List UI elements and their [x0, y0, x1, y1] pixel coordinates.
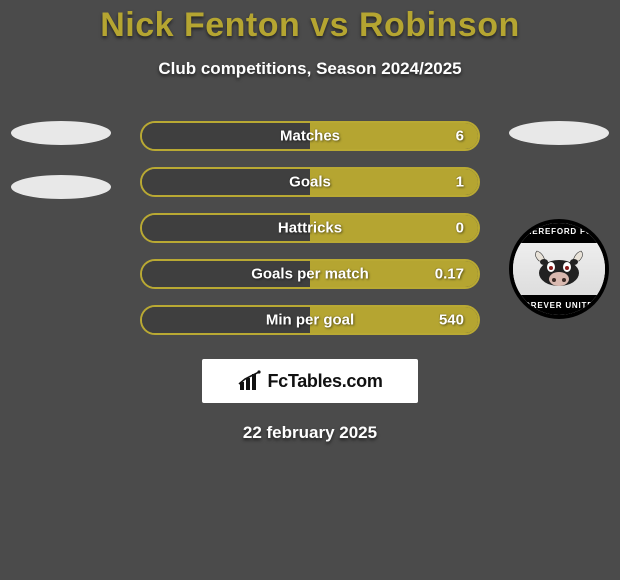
player-right-placeholder-1 — [509, 121, 609, 145]
stat-bars: Matches 6 Goals 1 Hattricks 0 Goals per … — [140, 121, 480, 335]
stat-row-hattricks: Hattricks 0 — [140, 213, 480, 243]
stat-value-right: 1 — [456, 174, 464, 191]
stat-value-right: 0.17 — [435, 266, 464, 283]
bar-left — [142, 169, 310, 195]
bar-right — [310, 169, 478, 195]
stat-row-matches: Matches 6 — [140, 121, 480, 151]
bull-icon — [529, 249, 589, 289]
stat-label: Min per goal — [266, 312, 354, 329]
stat-label: Goals — [289, 174, 331, 191]
bar-chart-icon — [237, 370, 263, 392]
widget-root: Nick Fenton vs Robinson Club competition… — [0, 0, 620, 580]
player-left-column — [6, 121, 116, 229]
page-title: Nick Fenton vs Robinson — [0, 0, 620, 45]
player-left-placeholder-2 — [11, 175, 111, 199]
player-right-column: HEREFORD FC — [504, 121, 614, 319]
subtitle: Club competitions, Season 2024/2025 — [0, 59, 620, 79]
stat-label: Matches — [280, 128, 340, 145]
stat-row-goals-per-match: Goals per match 0.17 — [140, 259, 480, 289]
stat-value-right: 6 — [456, 128, 464, 145]
crest-bottom-text: FOREVER UNITED — [513, 295, 605, 315]
stat-value-right: 540 — [439, 312, 464, 329]
stat-label: Hattricks — [278, 220, 342, 237]
crest-graphic — [513, 243, 605, 295]
stat-row-min-per-goal: Min per goal 540 — [140, 305, 480, 335]
crest-top-text: HEREFORD FC — [513, 223, 605, 243]
stat-value-right: 0 — [456, 220, 464, 237]
stats-area: HEREFORD FC — [0, 121, 620, 351]
fctables-logo-text: FcTables.com — [267, 371, 382, 392]
snapshot-date: 22 february 2025 — [0, 423, 620, 443]
club-crest: HEREFORD FC — [509, 219, 609, 319]
stat-label: Goals per match — [251, 266, 369, 283]
stat-row-goals: Goals 1 — [140, 167, 480, 197]
fctables-link[interactable]: FcTables.com — [202, 359, 418, 403]
player-left-placeholder-1 — [11, 121, 111, 145]
